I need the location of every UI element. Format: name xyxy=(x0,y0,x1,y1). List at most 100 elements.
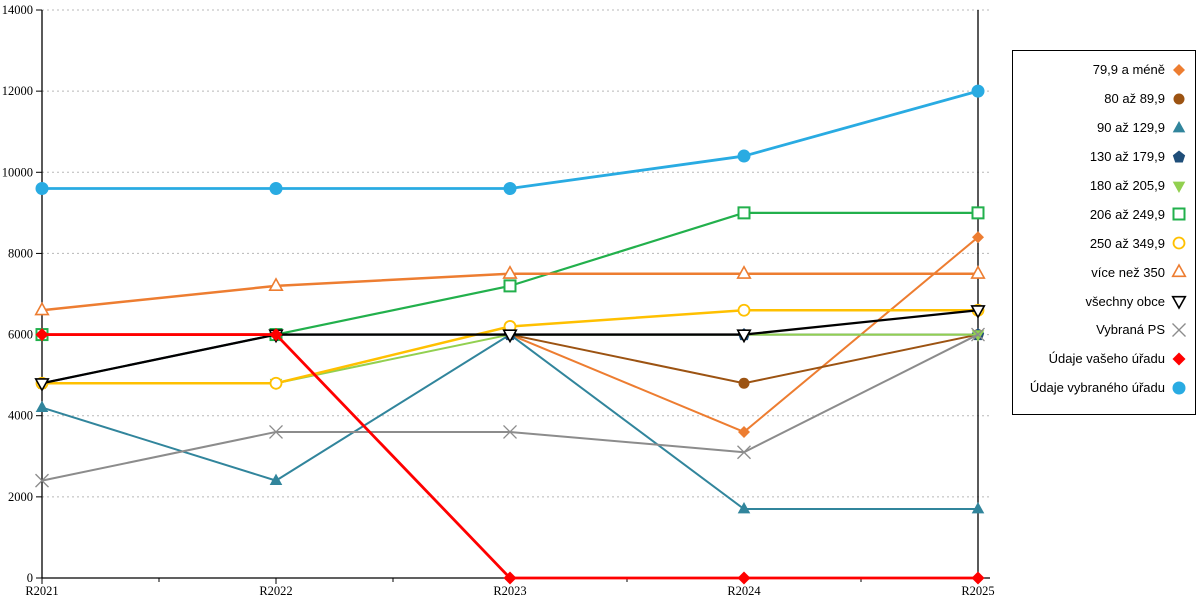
data-point-marker xyxy=(971,206,985,220)
data-point-marker xyxy=(269,328,283,342)
y-tick-label: 0 xyxy=(27,571,33,585)
triangle-down-open-legend-icon xyxy=(1171,295,1187,310)
data-point-marker xyxy=(1173,93,1185,105)
y-tick-label: 4000 xyxy=(8,409,33,423)
data-point-marker xyxy=(737,502,751,514)
legend-item: Údaje vašeho úřadu xyxy=(1013,344,1195,373)
x-tick-label: R2023 xyxy=(493,584,526,598)
data-point-marker xyxy=(1171,295,1187,310)
x-legend-icon xyxy=(1172,322,1186,337)
legend-label: 180 až 205,9 xyxy=(1089,178,1165,193)
legend-item: 90 až 129,9 xyxy=(1013,113,1195,142)
diamond-filled-legend-icon xyxy=(1172,352,1186,366)
series-line xyxy=(40,333,980,580)
series-line xyxy=(40,89,980,190)
data-point-marker xyxy=(34,378,50,392)
data-point-marker xyxy=(503,182,517,196)
data-point-marker xyxy=(35,328,49,342)
data-point-marker xyxy=(503,571,517,585)
legend-label: 250 až 349,9 xyxy=(1089,235,1165,251)
data-point-marker xyxy=(268,277,284,292)
data-point-marker xyxy=(503,279,517,293)
legend-item: 79,9 a méně xyxy=(1013,56,1195,85)
data-point-marker xyxy=(736,329,752,344)
legend-label: Vybraná PS xyxy=(1096,322,1165,338)
data-point-marker xyxy=(736,265,752,279)
legend-item: více než 350 xyxy=(1013,258,1195,287)
data-point-marker xyxy=(269,182,283,196)
x-tick-label: R2022 xyxy=(259,584,292,598)
x-tick-label: R2021 xyxy=(25,584,58,598)
data-point-marker xyxy=(971,571,985,585)
circle-open-legend-icon xyxy=(1172,236,1186,250)
y-tick-label: 14000 xyxy=(2,3,33,17)
data-point-marker xyxy=(1172,181,1186,193)
series-vybran-ps xyxy=(35,327,985,488)
y-tick-label: 2000 xyxy=(8,490,33,504)
data-point-marker xyxy=(1172,322,1186,337)
data-point-marker xyxy=(970,265,986,279)
legend-label: všechny obce xyxy=(1085,293,1166,309)
data-point-marker xyxy=(1172,120,1186,133)
legend-item: 130 až 179,9 xyxy=(1013,142,1195,171)
legend-label: více než 350 xyxy=(1091,264,1165,280)
triangle-up-open-legend-icon xyxy=(1171,263,1187,278)
triangle-down-filled-legend-icon xyxy=(1172,181,1186,193)
series-v-ce-ne-350 xyxy=(34,265,986,316)
legend-item: 180 až 205,9 xyxy=(1013,171,1195,200)
pentagon-filled-legend-icon xyxy=(1172,150,1186,163)
series--daje-va-eho-adu xyxy=(35,328,985,585)
series-250-a-349-9 xyxy=(35,303,985,390)
legend-label: 80 až 89,9 xyxy=(1104,91,1165,107)
series-line xyxy=(41,333,979,482)
circle-filled-legend-icon xyxy=(1172,381,1186,395)
y-tick-label: 6000 xyxy=(8,328,33,342)
legend-item: 250 až 349,9 xyxy=(1013,229,1195,258)
triangle-up-filled-legend-icon xyxy=(1172,120,1186,133)
data-point-marker xyxy=(35,182,49,196)
data-point-marker xyxy=(738,425,750,438)
chart-legend: 79,9 a méně 80 až 89,9 90 až 129,9 130 až 1… xyxy=(1012,50,1196,415)
data-point-marker xyxy=(1171,263,1187,278)
data-point-marker xyxy=(1172,352,1186,366)
x-tick-label: R2025 xyxy=(961,584,994,598)
legend-label: 206 až 249,9 xyxy=(1089,206,1165,222)
diamond-filled-legend-icon xyxy=(1173,63,1185,76)
data-point-marker xyxy=(971,327,985,342)
data-point-marker xyxy=(971,330,985,342)
data-point-marker xyxy=(34,301,50,316)
square-open-legend-icon xyxy=(1172,207,1186,221)
data-point-marker xyxy=(269,473,283,485)
legend-item: Vybraná PS xyxy=(1013,316,1195,345)
data-point-marker xyxy=(737,303,751,317)
x-tick-label: R2024 xyxy=(727,584,761,598)
y-tick-label: 12000 xyxy=(2,84,33,98)
data-point-marker xyxy=(35,400,49,412)
data-point-marker xyxy=(972,231,984,244)
y-tick-label: 10000 xyxy=(2,165,33,179)
data-point-marker xyxy=(737,445,751,460)
legend-item: Údaje vybraného úřadu xyxy=(1013,373,1195,402)
data-point-marker xyxy=(737,206,751,220)
legend-label: 130 až 179,9 xyxy=(1089,149,1165,165)
legend-label: 90 až 129,9 xyxy=(1097,120,1165,136)
data-point-marker xyxy=(737,149,751,163)
data-point-marker xyxy=(1172,207,1186,221)
series--daje-vybran-ho-adu xyxy=(35,84,985,196)
data-point-marker xyxy=(971,84,985,98)
data-point-marker xyxy=(737,571,751,585)
data-point-marker xyxy=(35,473,49,488)
legend-label: 79,9 a méně xyxy=(1092,62,1165,78)
circle-filled-legend-icon xyxy=(1173,93,1185,105)
legend-item: všechny obce xyxy=(1013,287,1195,316)
data-point-marker xyxy=(502,265,518,279)
data-point-marker xyxy=(1172,236,1186,250)
y-tick-label: 8000 xyxy=(8,246,33,260)
data-point-marker xyxy=(503,424,517,439)
data-point-marker xyxy=(971,502,985,514)
data-point-marker xyxy=(1172,150,1186,163)
data-point-marker xyxy=(738,377,750,389)
legend-item: 206 až 249,9 xyxy=(1013,200,1195,229)
